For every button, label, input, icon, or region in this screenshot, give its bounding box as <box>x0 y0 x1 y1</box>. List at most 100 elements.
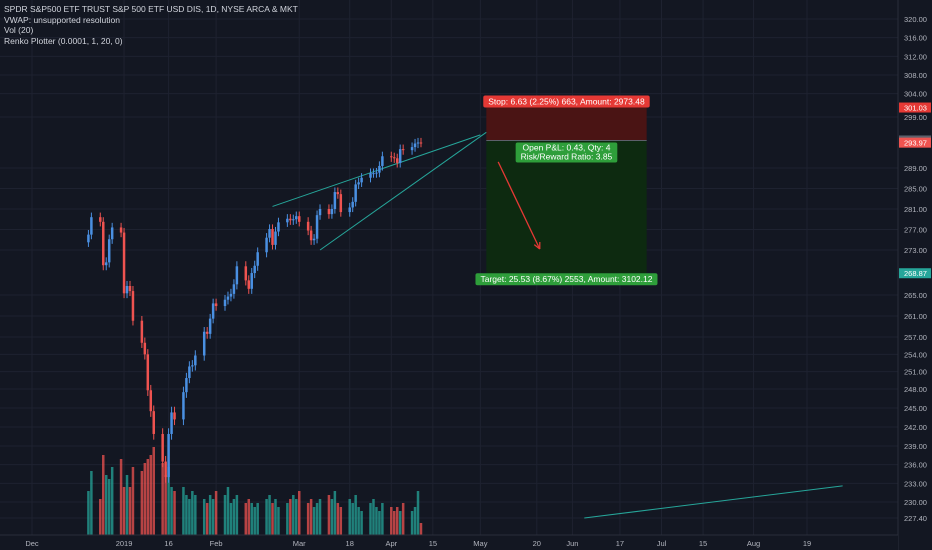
candle-body <box>232 284 236 294</box>
volume-bar <box>214 491 218 535</box>
candle-body <box>339 194 343 213</box>
volume-bar <box>274 499 277 535</box>
position-annotations[interactable]: Stop: 6.63 (2.25%) 663, Amount: 2973.48 … <box>475 95 658 286</box>
time-tick-label: Jun <box>566 539 578 548</box>
target-label-box <box>475 273 658 286</box>
price-tag-label: 301.03 <box>904 104 927 113</box>
price-tick-label: 316.00 <box>904 34 927 43</box>
price-tick-label: 242.00 <box>904 423 927 432</box>
volume-bar <box>229 503 233 535</box>
pnl-box <box>515 142 618 163</box>
volume-bar <box>398 511 402 535</box>
volume-bar <box>401 503 405 535</box>
volume-bar <box>125 475 129 535</box>
renko-indicator[interactable]: Renko Plotter (0.0001, 1, 20, 0) <box>4 35 123 46</box>
price-tick-label: 230.00 <box>904 498 927 507</box>
candle-body <box>161 433 164 462</box>
volume-bar <box>99 499 102 535</box>
candle-body <box>229 293 233 297</box>
volume-bar <box>271 503 274 535</box>
price-tag <box>899 268 931 279</box>
candle-body <box>125 286 129 294</box>
candle-body <box>191 365 194 367</box>
candle-body <box>99 217 102 222</box>
time-tick-label: Mar <box>293 539 306 548</box>
price-tick-label: 281.00 <box>904 205 927 214</box>
candle-body <box>330 209 334 215</box>
price-tick-label: 257.00 <box>904 333 927 342</box>
price-tick-label: 308.00 <box>904 71 927 80</box>
candles <box>87 137 423 483</box>
candle-body <box>416 142 420 144</box>
stop-label-box <box>483 95 650 108</box>
volume-bar <box>182 487 185 535</box>
volume-bar <box>330 499 334 535</box>
candle-body <box>410 147 414 151</box>
time-tick-label: Feb <box>210 539 223 548</box>
candle-body <box>205 331 209 334</box>
candle-body <box>381 156 384 166</box>
candle-body <box>378 165 381 173</box>
volume-bar <box>244 503 248 535</box>
candle-body <box>202 331 206 356</box>
price-tag <box>899 137 931 148</box>
candle-body <box>393 157 396 159</box>
volume-bar <box>312 507 316 535</box>
volume-bar <box>161 463 164 535</box>
candle-body <box>286 218 289 223</box>
candle-body <box>170 412 173 434</box>
symbol-title[interactable]: SPDR S&P500 ETF TRUST S&P 500 ETF USD DI… <box>4 4 298 14</box>
volume-bar <box>131 467 135 535</box>
volume-bar <box>295 499 298 535</box>
volume-bar <box>360 511 363 535</box>
volume-bar <box>289 499 292 535</box>
time-tick-label: May <box>473 539 487 548</box>
candle-body <box>253 265 256 274</box>
price-tick-label: 312.00 <box>904 52 927 61</box>
volume-bar <box>128 487 132 535</box>
candle-body <box>211 303 215 319</box>
volume-bar <box>292 495 295 535</box>
price-tick-label: 254.00 <box>904 350 927 359</box>
volume-bar <box>232 499 236 535</box>
volume-bar <box>247 499 251 535</box>
time-tick-label: 20 <box>533 539 541 548</box>
volume-bar <box>194 495 197 535</box>
candle-body <box>357 182 360 185</box>
price-tick-label: 233.00 <box>904 479 927 488</box>
volume-bar <box>351 503 354 535</box>
candle-body <box>182 392 185 420</box>
price-tick-label: 251.00 <box>904 368 927 377</box>
target-zone <box>486 140 647 274</box>
candle-body <box>274 231 277 245</box>
time-axis[interactable]: Dec 2019 16 Feb Mar 18 Apr 15 May 20 Jun 17 Jul 15 Aug… <box>0 534 898 550</box>
candle-body <box>315 215 319 239</box>
volume-bar <box>102 455 105 535</box>
trendline[interactable] <box>584 485 843 519</box>
volume-bar <box>381 503 384 535</box>
candle-body <box>277 222 280 232</box>
volume-bar <box>250 503 253 535</box>
volume-bar <box>416 491 420 535</box>
stop-zone <box>486 107 647 141</box>
candle-body <box>297 216 301 222</box>
time-tick-label: 18 <box>346 539 354 548</box>
volume-indicator[interactable]: Vol (20) <box>4 25 34 35</box>
price-tick-label: 320.00 <box>904 15 927 24</box>
volume-bar <box>357 507 360 535</box>
price-axis[interactable]: 320.00 316.00 312.00 308.00 304.00 299.00 289.… <box>897 0 932 550</box>
volume-bar <box>226 487 230 535</box>
volume-bar <box>152 447 155 535</box>
vwap-indicator[interactable]: VWAP: unsupported resolution <box>4 14 120 25</box>
volume-bar <box>378 511 381 535</box>
volume-bar <box>119 459 123 535</box>
candle-body <box>173 412 176 420</box>
volume-bar <box>140 471 144 535</box>
candle-body <box>336 192 340 195</box>
volume-bar <box>354 495 357 535</box>
trendline[interactable] <box>319 131 487 251</box>
time-tick-label: 16 <box>164 539 172 548</box>
candle-body <box>360 177 363 183</box>
candle-body <box>107 239 111 263</box>
